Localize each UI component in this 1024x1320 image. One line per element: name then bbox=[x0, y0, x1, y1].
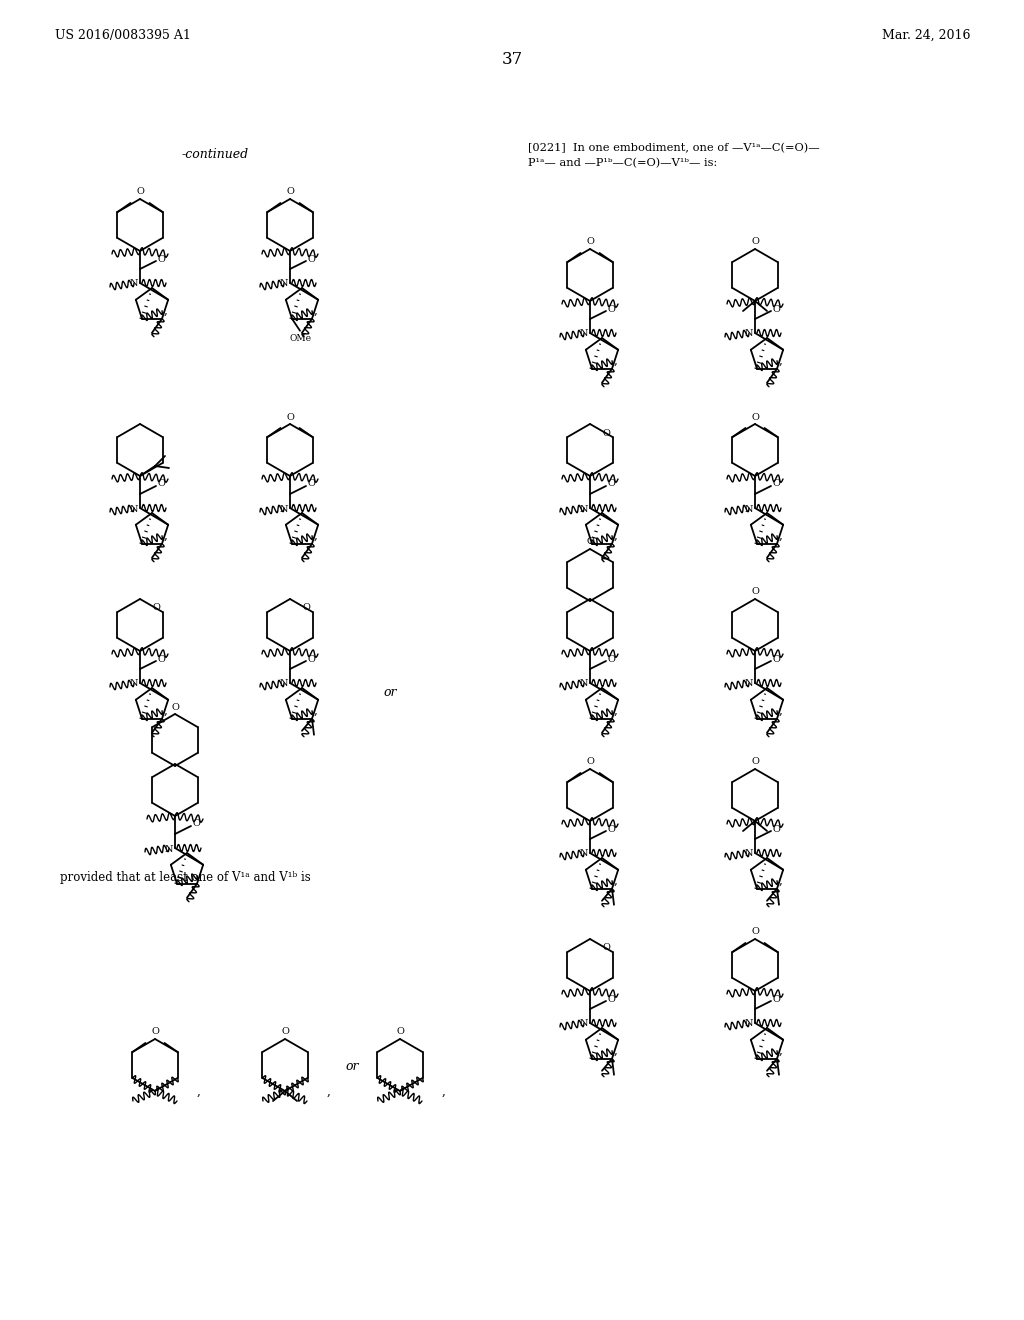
Text: O: O bbox=[586, 537, 594, 546]
Text: ,: , bbox=[614, 529, 617, 543]
Text: O: O bbox=[607, 825, 615, 833]
Text: ,: , bbox=[314, 304, 317, 317]
Text: O: O bbox=[751, 238, 759, 247]
Text: N: N bbox=[580, 850, 588, 858]
Text: O: O bbox=[772, 479, 780, 488]
Text: ,: , bbox=[164, 304, 168, 317]
Text: O: O bbox=[193, 820, 200, 829]
Text: N: N bbox=[280, 504, 288, 513]
Text: Mar. 24, 2016: Mar. 24, 2016 bbox=[882, 29, 970, 41]
Text: N: N bbox=[130, 504, 138, 513]
Text: or: or bbox=[345, 1060, 358, 1073]
Text: O: O bbox=[751, 587, 759, 597]
Text: O: O bbox=[136, 187, 144, 197]
Text: O: O bbox=[772, 825, 780, 833]
Text: O: O bbox=[772, 305, 780, 314]
Text: O: O bbox=[152, 1027, 159, 1036]
Text: N: N bbox=[744, 330, 754, 338]
Text: ,: , bbox=[779, 1044, 783, 1057]
Text: O: O bbox=[281, 1027, 289, 1036]
Text: P¹ᵃ— and —P¹ᵇ—C(=O)—V¹ᵇ— is:: P¹ᵃ— and —P¹ᵇ—C(=O)—V¹ᵇ— is: bbox=[528, 158, 717, 168]
Text: ,: , bbox=[779, 705, 783, 717]
Text: O: O bbox=[171, 702, 179, 711]
Text: O: O bbox=[751, 928, 759, 936]
Text: O: O bbox=[772, 994, 780, 1003]
Text: ,: , bbox=[779, 529, 783, 543]
Text: ,: , bbox=[442, 1085, 445, 1097]
Text: O: O bbox=[153, 603, 161, 612]
Text: N: N bbox=[580, 330, 588, 338]
Text: ,: , bbox=[327, 1085, 331, 1097]
Text: O: O bbox=[586, 238, 594, 247]
Text: N: N bbox=[165, 845, 173, 854]
Text: ,: , bbox=[779, 874, 783, 887]
Text: N: N bbox=[744, 504, 754, 513]
Text: O: O bbox=[307, 479, 315, 488]
Text: N: N bbox=[744, 680, 754, 689]
Text: O: O bbox=[751, 412, 759, 421]
Text: N: N bbox=[280, 680, 288, 689]
Text: O: O bbox=[286, 187, 294, 197]
Text: O: O bbox=[586, 758, 594, 767]
Text: O: O bbox=[607, 479, 615, 488]
Text: O: O bbox=[157, 255, 165, 264]
Text: O: O bbox=[286, 412, 294, 421]
Text: ,: , bbox=[314, 705, 317, 717]
Text: provided that at least one of V¹ᵃ and V¹ᵇ is: provided that at least one of V¹ᵃ and V¹… bbox=[60, 871, 310, 884]
Text: O: O bbox=[396, 1027, 403, 1036]
Text: ,: , bbox=[164, 529, 168, 543]
Text: ,: , bbox=[164, 705, 168, 717]
Text: N: N bbox=[580, 680, 588, 689]
Text: ,: , bbox=[779, 354, 783, 367]
Text: US 2016/0083395 A1: US 2016/0083395 A1 bbox=[55, 29, 190, 41]
Text: OMe: OMe bbox=[289, 334, 311, 343]
Text: ,: , bbox=[614, 1044, 617, 1057]
Text: O: O bbox=[751, 758, 759, 767]
Text: O: O bbox=[607, 994, 615, 1003]
Text: 37: 37 bbox=[502, 51, 522, 69]
Text: O: O bbox=[602, 429, 610, 437]
Text: N: N bbox=[580, 1019, 588, 1028]
Text: N: N bbox=[580, 504, 588, 513]
Text: N: N bbox=[130, 280, 138, 289]
Text: ,: , bbox=[197, 1085, 201, 1097]
Text: O: O bbox=[772, 655, 780, 664]
Text: [0221]  In one embodiment, one of —V¹ᵃ—C(=O)—: [0221] In one embodiment, one of —V¹ᵃ—C(… bbox=[528, 143, 819, 153]
Text: O: O bbox=[607, 305, 615, 314]
Text: ,: , bbox=[614, 354, 617, 367]
Text: O: O bbox=[602, 944, 610, 953]
Text: O: O bbox=[307, 255, 315, 264]
Text: N: N bbox=[744, 850, 754, 858]
Text: N: N bbox=[280, 280, 288, 289]
Text: N: N bbox=[744, 1019, 754, 1028]
Text: -continued: -continued bbox=[181, 149, 249, 161]
Text: ,: , bbox=[614, 705, 617, 717]
Text: ,: , bbox=[314, 529, 317, 543]
Text: O: O bbox=[157, 655, 165, 664]
Text: or: or bbox=[383, 686, 396, 700]
Text: O: O bbox=[307, 655, 315, 664]
Text: O: O bbox=[607, 655, 615, 664]
Text: ,: , bbox=[614, 874, 617, 887]
Text: O: O bbox=[302, 603, 310, 612]
Text: N: N bbox=[130, 680, 138, 689]
Text: O: O bbox=[157, 479, 165, 488]
